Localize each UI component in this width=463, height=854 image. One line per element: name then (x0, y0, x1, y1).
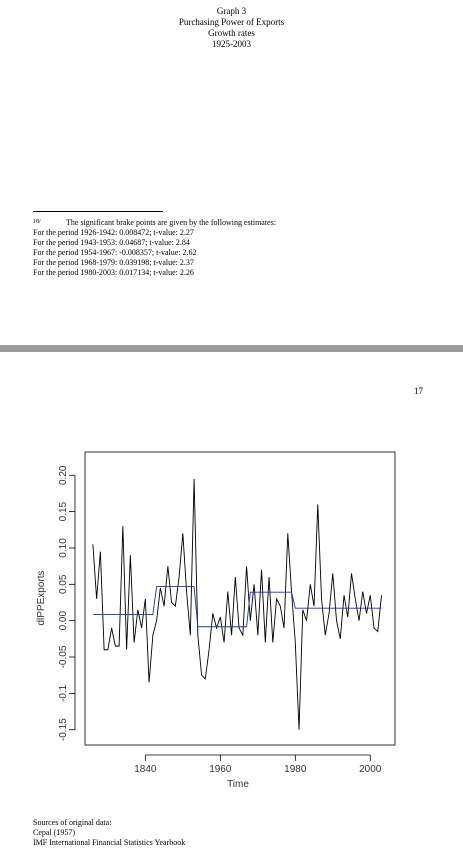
y-tick-label: 0.05 (58, 574, 69, 594)
footnote-intro: The significant brake points are given b… (66, 218, 276, 227)
x-axis-label: Time (227, 779, 249, 790)
y-tick-label: -0.1 (58, 684, 69, 702)
x-tick-label: 1980 (284, 764, 307, 775)
footnote-rule (33, 211, 163, 212)
page-number: 17 (414, 386, 423, 396)
y-tick-label: 0.10 (58, 538, 69, 558)
series-line (92, 478, 382, 730)
y-tick-label: -0.05 (58, 645, 69, 668)
footnote-marker: 18/ (33, 219, 41, 225)
chart: Time dlPPExports -0.15 -0.1 -0.05 0.00 0.05 0… (36, 451, 396, 790)
header-line: Growth rates (208, 28, 255, 38)
header-line: Graph 3 (216, 6, 247, 16)
page-break (0, 345, 463, 352)
footnote-line: For the period 1926-1942: 0.008472; t-va… (33, 228, 194, 237)
y-axis-label: dlPPExports (36, 570, 47, 625)
sources-line: Sources of original data: (33, 818, 112, 827)
footnote-line: For the period 1943-1953: 0.04687; t-val… (33, 238, 190, 247)
plot-frame (84, 451, 396, 746)
x-tick-label: 1840 (134, 764, 157, 775)
header-line: Purchasing Power of Exports (178, 17, 285, 27)
header-line: 1925-2003 (212, 39, 251, 49)
sources-line: Cepal (1957) (33, 828, 75, 837)
sources-line: IMF International Financial Statistics Y… (33, 838, 186, 847)
y-tick-label: -0.15 (58, 718, 69, 741)
x-tick-label: 2000 (359, 764, 382, 775)
y-tick-label: 0.20 (58, 465, 69, 485)
footnote-line: For the period 1968-1979: 0.039198; t-va… (33, 258, 194, 267)
y-tick-label: 0.15 (58, 501, 69, 521)
x-tick-label: 1960 (209, 764, 232, 775)
footnote-line: For the period 1954-1967: -0.008357; t-v… (33, 248, 197, 257)
series-line (92, 586, 382, 628)
footnote-line: For the period 1980-2003: 0.017134; t-va… (33, 268, 194, 277)
y-tick-label: 0.00 (58, 611, 69, 631)
